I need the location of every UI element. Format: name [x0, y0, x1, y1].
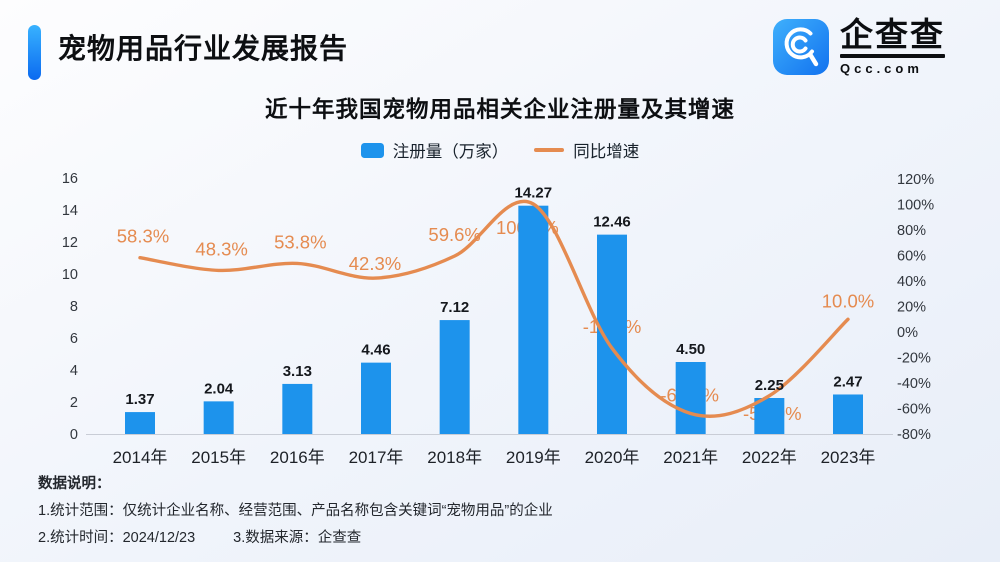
data-note-source: 3.数据来源：企查查 — [233, 530, 362, 546]
svg-text:2018年: 2018年 — [427, 448, 482, 467]
svg-text:2022年: 2022年 — [742, 448, 797, 467]
data-note-scope: 1.统计范围：仅统计企业名称、经营范围、产品名称包含关键词“宠物用品”的企业 — [38, 503, 553, 519]
svg-text:0: 0 — [70, 427, 78, 443]
bar-legend-label: 注册量（万家） — [392, 143, 509, 161]
svg-text:2: 2 — [70, 395, 78, 411]
svg-text:-40%: -40% — [897, 376, 931, 392]
svg-text:0%: 0% — [897, 325, 918, 341]
svg-text:8: 8 — [70, 299, 78, 315]
qcc-magnifier-icon — [773, 19, 829, 75]
legend-item-registrations: 注册量（万家） — [360, 138, 509, 162]
bar-2023年 — [833, 394, 863, 434]
qcc-logo-text: 企查查 Qcc.com — [840, 18, 945, 76]
svg-text:2.04: 2.04 — [204, 380, 234, 397]
data-notes-label: 数据说明： — [38, 476, 111, 492]
chart-legend: 注册量（万家） 同比增速 — [0, 138, 1000, 162]
svg-text:16: 16 — [62, 171, 78, 187]
svg-text:2020年: 2020年 — [585, 448, 640, 467]
svg-text:-80%: -80% — [897, 427, 931, 443]
data-note-time: 2.统计时间：2024/12/23 — [38, 530, 196, 546]
svg-text:2019年: 2019年 — [506, 448, 561, 467]
data-notes: 数据说明： 1.统计范围：仅统计企业名称、经营范围、产品名称包含关键词“宠物用品… — [38, 471, 553, 552]
svg-text:12.46: 12.46 — [593, 214, 631, 231]
svg-text:3.13: 3.13 — [283, 363, 312, 380]
bar-2021年 — [675, 362, 706, 434]
svg-text:100%: 100% — [897, 198, 934, 214]
svg-text:42.3%: 42.3% — [349, 253, 401, 274]
line-legend-label: 同比增速 — [573, 143, 640, 161]
svg-text:80%: 80% — [897, 223, 926, 239]
bar-2018年 — [439, 320, 470, 434]
svg-text:7.12: 7.12 — [440, 299, 469, 316]
svg-text:-60%: -60% — [897, 402, 931, 418]
svg-text:53.8%: 53.8% — [274, 231, 326, 252]
svg-text:2021年: 2021年 — [663, 448, 718, 467]
svg-text:10: 10 — [62, 267, 78, 283]
svg-text:14: 14 — [62, 203, 78, 219]
bar-2022年 — [754, 398, 785, 434]
bar-2019年 — [518, 205, 549, 434]
svg-text:120%: 120% — [897, 172, 934, 188]
svg-text:6: 6 — [70, 331, 78, 347]
bar-2016年 — [282, 383, 313, 434]
title-accent-bar — [28, 25, 41, 80]
svg-text:1.37: 1.37 — [125, 391, 154, 408]
svg-text:2.47: 2.47 — [833, 373, 862, 390]
page-title: 宠物用品行业发展报告 — [58, 33, 349, 64]
svg-text:4: 4 — [70, 363, 78, 379]
svg-text:-20%: -20% — [897, 351, 931, 367]
x-axis-labels: 2014年 2015年 2016年 2017年 2018年 2019年 2020年 2021年… — [113, 448, 876, 467]
svg-text:4.46: 4.46 — [361, 342, 390, 359]
svg-text:12: 12 — [62, 235, 78, 251]
legend-item-growth: 同比增速 — [534, 138, 639, 162]
svg-text:2.25: 2.25 — [755, 377, 784, 394]
svg-text:20%: 20% — [897, 300, 926, 316]
bar-2014年 — [125, 412, 155, 434]
svg-text:2017年: 2017年 — [349, 448, 404, 467]
qcc-logo: 企查查 Qcc.com — [772, 18, 945, 76]
svg-text:58.3%: 58.3% — [117, 226, 169, 247]
bar-2015年 — [203, 401, 234, 434]
svg-text:2023年: 2023年 — [821, 448, 876, 467]
svg-text:40%: 40% — [897, 274, 926, 290]
growth-line — [138, 199, 850, 418]
right-axis-ticks: -80% -60% -40% -20% 0% 20% 40% 60% 80% 100% 120% — [897, 172, 934, 443]
logo-domain: Qcc.com — [840, 61, 923, 76]
bar-legend-swatch — [360, 142, 384, 158]
logo-name: 企查查 — [840, 16, 945, 53]
bar-2017年 — [361, 362, 391, 434]
chart-title: 近十年我国宠物用品相关企业注册量及其增速 — [264, 97, 735, 122]
svg-text:4.50: 4.50 — [676, 341, 705, 358]
line-legend-swatch — [534, 148, 565, 152]
svg-text:2016年: 2016年 — [270, 448, 325, 467]
svg-text:2014年: 2014年 — [113, 448, 168, 467]
logo-underline — [840, 54, 945, 58]
svg-text:10.0%: 10.0% — [822, 290, 874, 311]
svg-text:60%: 60% — [897, 249, 926, 265]
bar-value-labels: 1.37 2.04 3.13 4.46 7.12 14.27 12.46 4.50 2.25 2.… — [125, 185, 862, 408]
svg-text:59.6%: 59.6% — [428, 224, 480, 245]
svg-text:2015年: 2015年 — [191, 448, 246, 467]
svg-text:14.27: 14.27 — [515, 185, 553, 202]
data-note-row: 2.统计时间：2024/12/23 3.数据来源：企查查 — [38, 525, 553, 552]
svg-text:48.3%: 48.3% — [195, 238, 247, 259]
left-axis-ticks: 0 2 4 6 8 10 12 14 16 — [62, 171, 78, 443]
